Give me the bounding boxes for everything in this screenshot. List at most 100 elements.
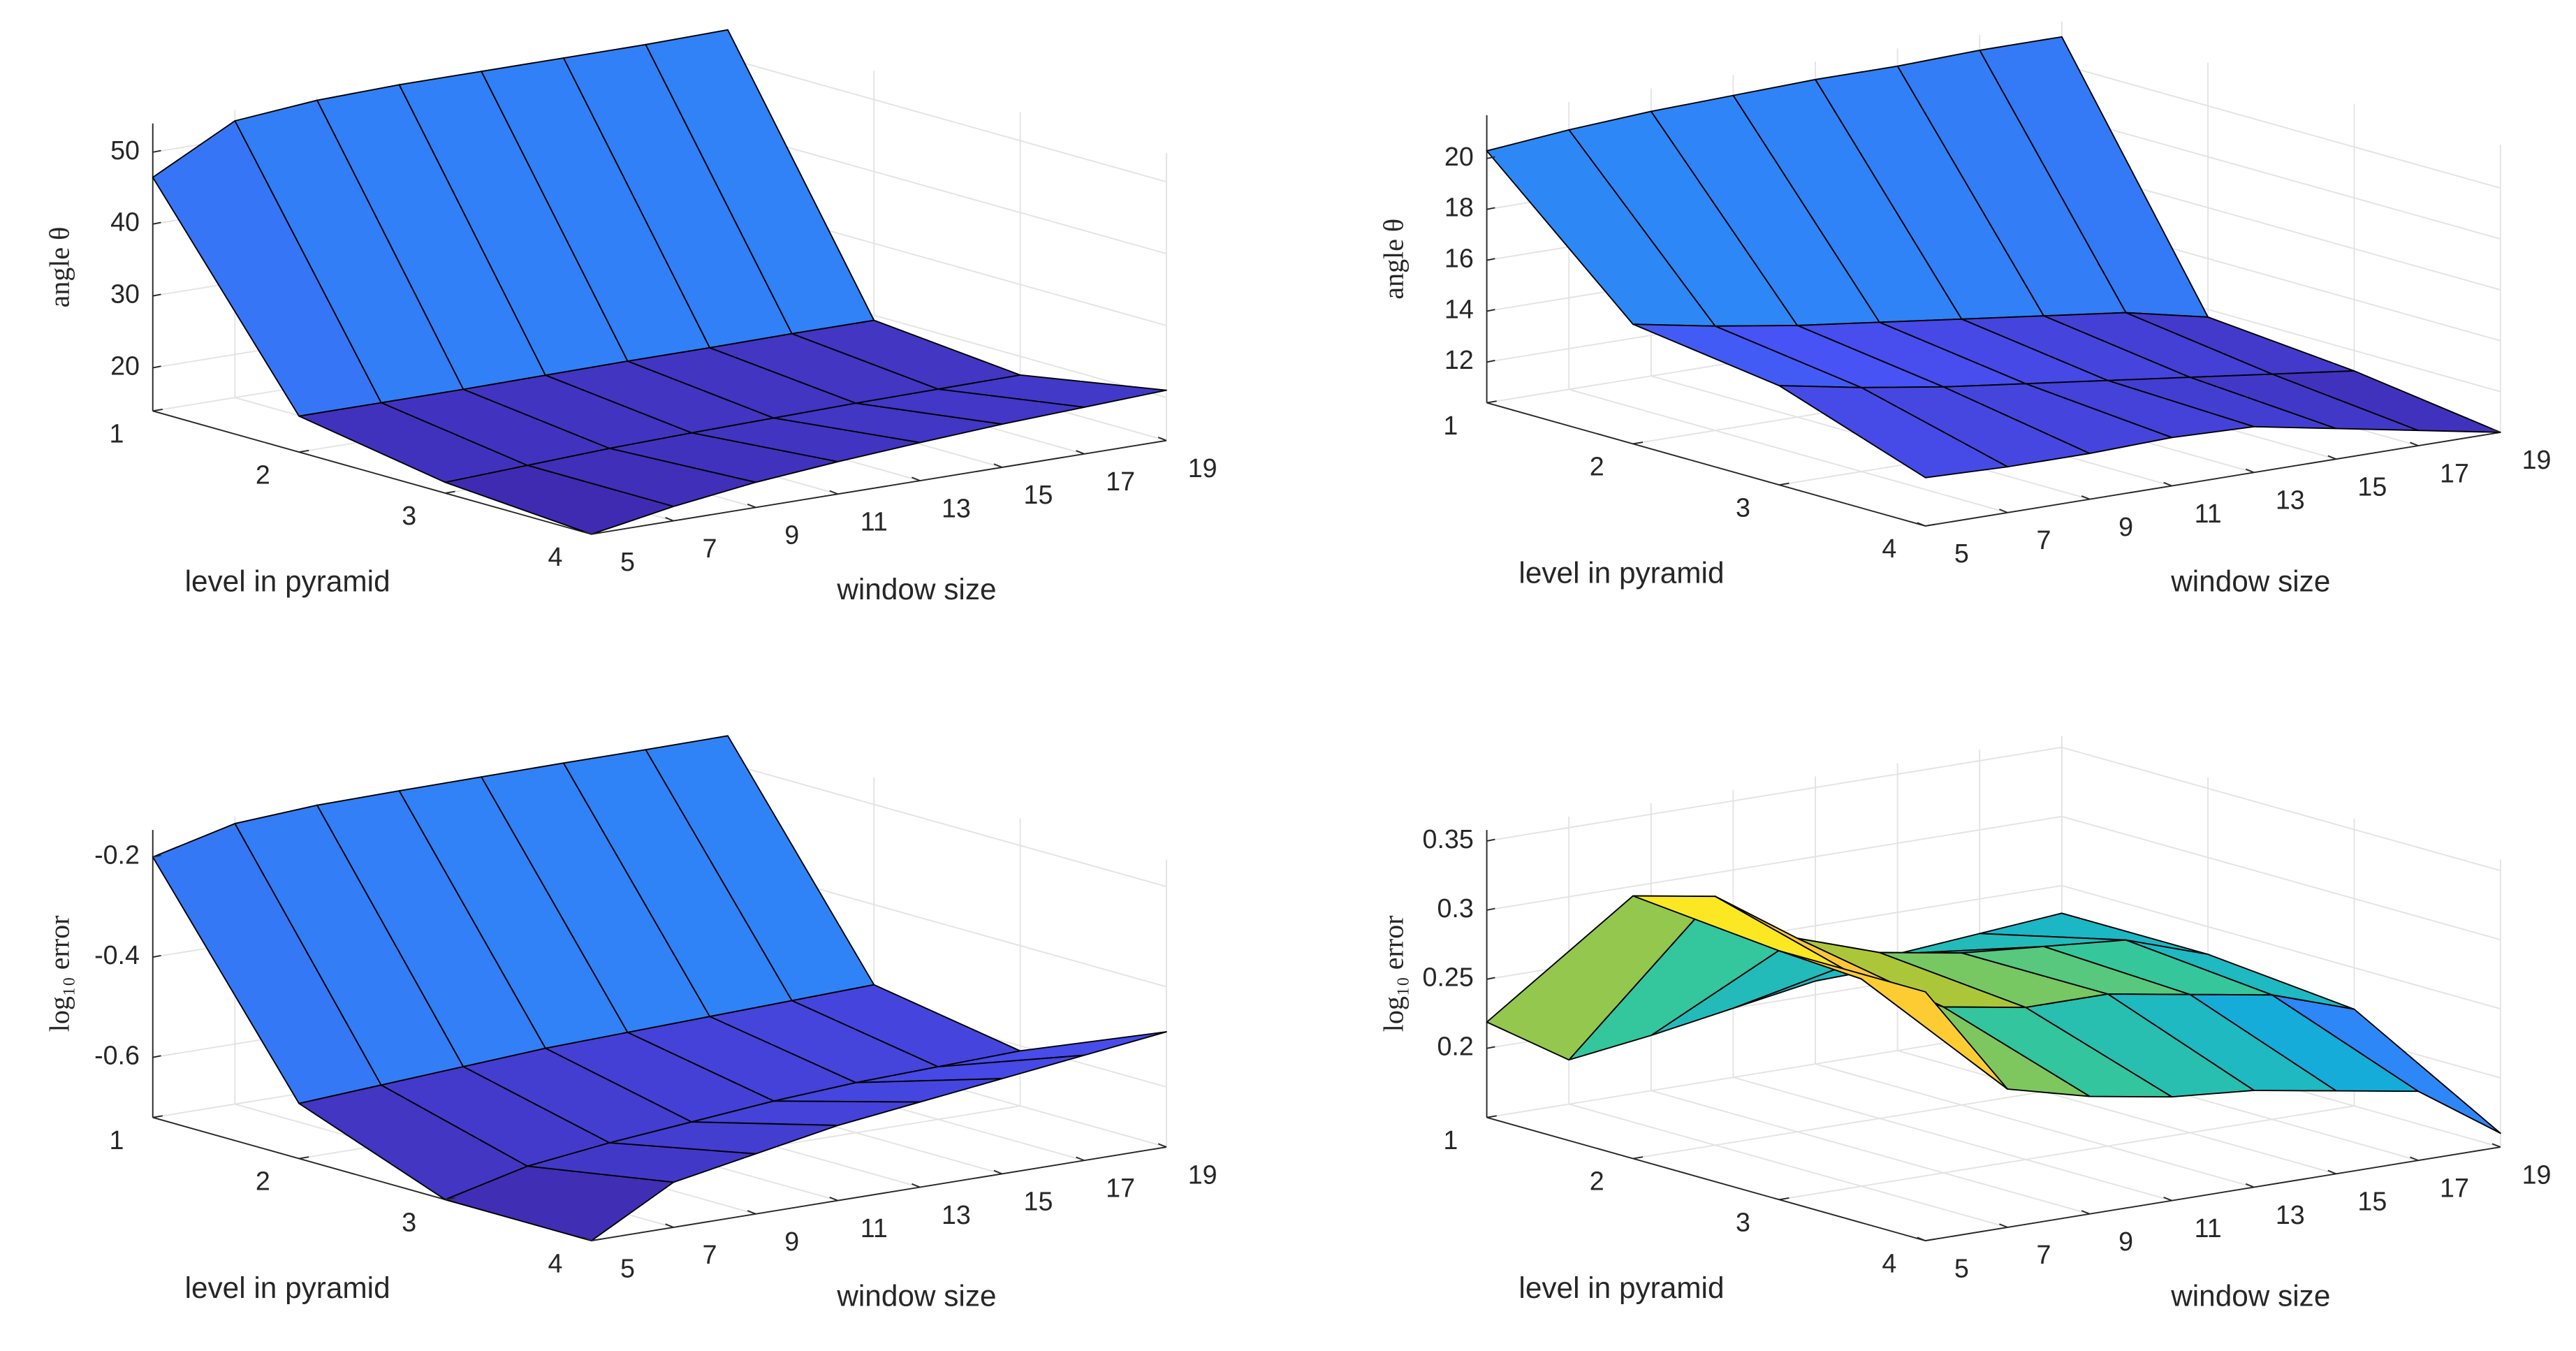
x-tick-label: 5 (1954, 1253, 1969, 1283)
x-tick-label: 7 (703, 534, 717, 563)
x-tick-label: 11 (861, 1213, 888, 1243)
y-tick-label: 1 (1443, 411, 1458, 440)
x-tick-label: 9 (784, 520, 799, 550)
z-tick (1486, 838, 1495, 842)
z-tick-label: 0.2 (1437, 1032, 1473, 1061)
grid-line (2061, 115, 2501, 240)
grid-line (1486, 746, 2062, 842)
x-tick (1076, 450, 1085, 455)
x-tick-label: 9 (2118, 1227, 2133, 1256)
x-tick (2163, 481, 2172, 487)
grid-line (1651, 1090, 2091, 1215)
x-tick (1157, 437, 1167, 441)
y-tick (445, 1197, 455, 1201)
z-tick (1486, 907, 1495, 911)
x-tick-label: 5 (620, 547, 635, 576)
y-tick (1632, 441, 1644, 445)
z-tick (152, 854, 161, 858)
y-tick (445, 490, 455, 494)
x-tick (993, 1169, 1003, 1175)
z-axis-label: angle θ (1377, 219, 1409, 300)
x-tick-label: 15 (2357, 472, 2387, 501)
x-tick (1999, 1223, 2008, 1228)
x-axis-label: window size (836, 1280, 996, 1313)
z-tick (152, 221, 161, 225)
x-tick-label: 11 (2195, 1213, 2222, 1243)
x-tick (912, 476, 921, 481)
x-tick (2081, 1210, 2091, 1215)
z-tick (152, 365, 161, 369)
x-tick (2491, 428, 2501, 433)
z-tick (1486, 977, 1495, 980)
grid-line (1733, 1076, 2172, 1202)
y-tick-label: 2 (1590, 452, 1604, 481)
z-tick-label: 20 (110, 351, 140, 381)
grid-line (727, 762, 1167, 888)
z-tick (152, 1055, 161, 1058)
x-tick-label: 17 (2440, 458, 2469, 488)
x-tick (2081, 495, 2091, 500)
y-axis (152, 410, 592, 535)
z-tick-label: 18 (1444, 193, 1474, 222)
y-tick-label: 4 (548, 1248, 563, 1278)
x-tick-label: 13 (2276, 1200, 2305, 1229)
x-axis (1925, 431, 2501, 527)
y-tick-label: 3 (1736, 1208, 1750, 1237)
z-tick (1486, 156, 1495, 159)
y-tick-label: 4 (548, 542, 563, 571)
x-tick (2163, 1197, 2172, 1202)
grid-line (1568, 388, 2008, 513)
z-tick-label: 30 (110, 279, 140, 309)
y-tick (152, 1115, 163, 1118)
grid-line (2061, 746, 2501, 872)
x-tick-label: 15 (2357, 1187, 2387, 1216)
y-tick (591, 532, 602, 535)
x-tick-label: 19 (2522, 445, 2552, 474)
z-tick-label: -0.2 (94, 840, 140, 870)
x-tick (747, 1210, 756, 1215)
z-tick-label: 12 (1444, 345, 1474, 374)
x-tick (1917, 522, 1926, 527)
x-tick-label: 15 (1024, 480, 1053, 509)
x-tick (583, 530, 592, 535)
x-tick-label: 13 (942, 493, 971, 523)
x-tick (2410, 1156, 2419, 1162)
surface-facet (1778, 385, 2009, 479)
x-tick-label: 5 (1954, 539, 1969, 568)
y-tick (1925, 1238, 1935, 1242)
x-tick (1917, 1236, 1926, 1241)
x-tick-label: 11 (2195, 499, 2222, 528)
z-tick-label: 0.3 (1437, 893, 1473, 923)
x-tick-label: 17 (1106, 1173, 1135, 1202)
y-tick (152, 409, 163, 412)
x-tick-label: 19 (2522, 1160, 2552, 1189)
x-tick-label: 19 (1188, 453, 1217, 483)
grid-line (727, 57, 1167, 183)
y-axis-label: level in pyramid (185, 564, 390, 597)
z-tick-label: 0.25 (1423, 963, 1474, 992)
y-tick-label: 3 (1736, 492, 1750, 522)
x-tick (1157, 1143, 1167, 1148)
x-tick (829, 1197, 838, 1202)
x-axis-label: window size (2170, 1280, 2330, 1313)
x-tick-label: 7 (703, 1240, 717, 1269)
z-tick (1486, 1046, 1495, 1049)
y-tick (1925, 523, 1935, 527)
x-tick (2245, 468, 2255, 474)
z-tick-label: 50 (110, 136, 140, 165)
x-tick (1999, 509, 2008, 513)
x-tick-label: 7 (2036, 1240, 2051, 1269)
y-tick (1486, 400, 1497, 404)
x-tick-label: 9 (784, 1227, 799, 1256)
x-tick (2327, 1169, 2336, 1175)
z-axis-label: log₁₀ error (44, 916, 75, 1032)
grid-line (1897, 1050, 2336, 1175)
z-tick (1486, 207, 1495, 210)
surface-facet (444, 465, 675, 535)
x-axis (591, 439, 1167, 535)
x-axis (591, 1146, 1167, 1242)
y-tick-label: 1 (110, 419, 124, 448)
x-tick-label: 11 (861, 507, 888, 536)
grid-line (1815, 1063, 2255, 1188)
